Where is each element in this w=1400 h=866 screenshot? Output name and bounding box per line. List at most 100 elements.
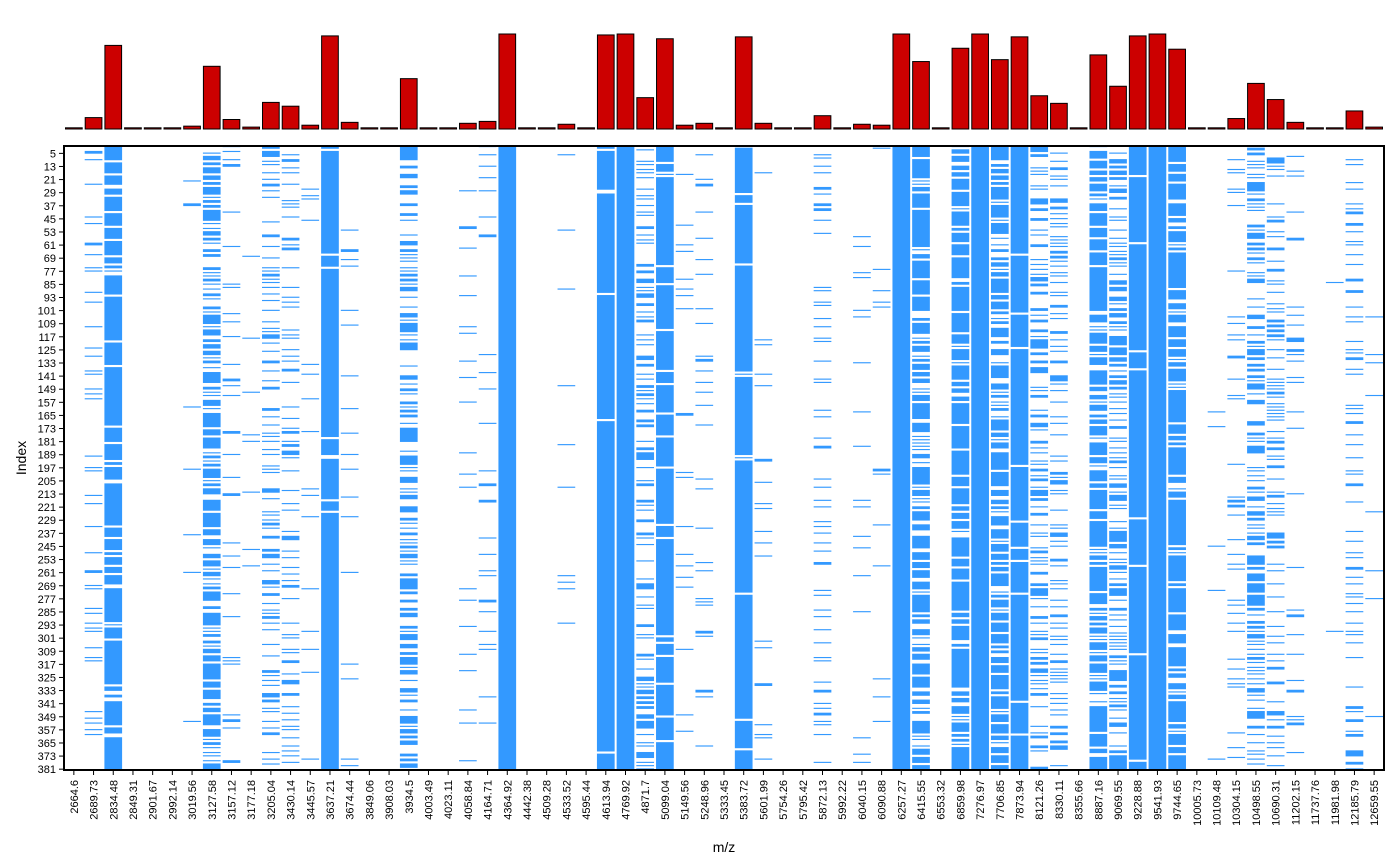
frequency-bar-10498.55	[1247, 82, 1265, 130]
x-tick-label-3637.21: 3637.21	[325, 780, 337, 820]
frequency-bar-2849.31	[124, 127, 142, 130]
frequency-bar-3205.04	[262, 101, 280, 130]
x-tick-label-4595.44: 4595.44	[581, 780, 593, 820]
y-tick-label-141: 141	[38, 371, 56, 383]
x-tick-label-6090.88: 6090.88	[877, 780, 889, 820]
frequency-bar-8330.11	[1050, 102, 1068, 130]
frequency-bar-6257.27	[892, 33, 911, 130]
y-tick-label-45: 45	[44, 214, 56, 226]
frequency-bar-5992.22	[833, 127, 852, 130]
y-tick-label-333: 333	[38, 686, 56, 698]
frequency-bar-5601.99	[754, 122, 773, 130]
heatmap-column-3177.18	[242, 255, 261, 567]
heatmap-column-4871.7	[636, 149, 655, 770]
frequency-bar-12185.79	[1345, 110, 1364, 130]
x-tick-label-3205.04: 3205.04	[266, 780, 278, 820]
x-tick-label-10690.31: 10690.31	[1271, 780, 1283, 826]
frequency-bar-4164.71	[478, 120, 497, 130]
frequency-bar-9069.55	[1109, 85, 1127, 130]
frequency-bar-3019.56	[183, 125, 201, 130]
heatmap-column-10109.48	[1207, 411, 1226, 760]
y-tick-label-125: 125	[38, 345, 56, 357]
frequency-bar-4613.94	[596, 34, 615, 130]
y-tick-label-349: 349	[38, 712, 56, 724]
x-tick-label-3445.57: 3445.57	[305, 780, 317, 820]
y-tick-label-269: 269	[38, 581, 56, 593]
y-tick-label-133: 133	[38, 358, 56, 370]
frequency-bar-5754.26	[774, 127, 792, 130]
x-tick-label-2664.6: 2664.6	[69, 780, 81, 814]
frequency-bar-10304.15	[1227, 118, 1246, 130]
heatmap-column-6257.27	[892, 146, 911, 770]
frequency-bar-5149.56	[675, 124, 694, 130]
y-tick-label-5: 5	[50, 148, 56, 160]
y-tick-label-381: 381	[38, 764, 56, 776]
frequency-bar-5872.13	[813, 115, 832, 130]
y-tick-label-373: 373	[38, 751, 56, 763]
heatmap-column-3127.58	[202, 152, 221, 770]
y-tick-label-253: 253	[38, 555, 56, 567]
frequency-bar-5333.45	[715, 127, 733, 130]
y-tick-label-285: 285	[38, 607, 56, 619]
y-tick-label-165: 165	[38, 410, 56, 422]
frequency-bar-3177.18	[242, 126, 261, 130]
x-tick-label-5795.42: 5795.42	[798, 780, 810, 820]
frequency-bar-5795.42	[793, 127, 812, 130]
heatmap-column-11202.15	[1286, 155, 1305, 754]
x-tick-label-4871.7: 4871.7	[640, 780, 652, 814]
y-tick-label-85: 85	[44, 279, 56, 291]
frequency-bar-3908.03	[380, 127, 398, 130]
x-tick-label-3908.03: 3908.03	[384, 780, 396, 820]
y-tick-label-157: 157	[38, 397, 56, 409]
frequency-bar-5099.04	[656, 38, 674, 130]
x-tick-label-4769.92: 4769.92	[620, 780, 632, 820]
frequency-bar-6415.55	[912, 61, 930, 130]
x-tick-label-4613.94: 4613.94	[601, 780, 613, 820]
heatmap-column-9069.55	[1109, 152, 1127, 770]
heatmap-column-3934.5	[399, 146, 418, 768]
frequency-bar-4871.7	[636, 97, 655, 130]
frequency-bar-6090.88	[872, 124, 891, 130]
frequency-bar-3934.5	[399, 78, 418, 130]
x-tick-label-5248.96: 5248.96	[699, 780, 711, 820]
frequency-bar-2834.48	[104, 44, 123, 130]
frequency-bar-3157.12	[222, 119, 241, 130]
index-axis: 5132129374553616977859310110911712513314…	[38, 148, 64, 776]
heatmap-column-3430.14	[281, 154, 300, 763]
x-tick-label-11737.76: 11737.76	[1310, 780, 1322, 825]
heatmap-column-4058.84	[459, 190, 477, 762]
heatmap-column-2834.48	[104, 146, 123, 770]
heatmap-column-3674.44	[340, 229, 359, 767]
y-tick-label-325: 325	[38, 672, 56, 684]
x-tick-label-5992.22: 5992.22	[837, 780, 849, 820]
x-tick-label-9069.55: 9069.55	[1113, 780, 1125, 820]
x-tick-label-9228.88: 9228.88	[1133, 780, 1145, 820]
heatmap-column-10690.31	[1266, 157, 1285, 767]
x-tick-label-6553.32: 6553.32	[936, 780, 948, 820]
frequency-bar-5248.96	[695, 122, 714, 130]
heatmap-column-8330.11	[1050, 152, 1068, 767]
frequency-bar-4595.44	[577, 127, 595, 130]
frequency-bar-7706.85	[990, 59, 1009, 130]
x-tick-label-3430.14: 3430.14	[286, 780, 298, 820]
x-tick-label-11202.15: 11202.15	[1290, 780, 1302, 825]
heatmap-column-6415.55	[912, 146, 930, 770]
y-tick-label-317: 317	[38, 659, 56, 671]
y-tick-label-309: 309	[38, 646, 56, 658]
frequency-bar-9541.93	[1148, 33, 1167, 130]
y-tick-label-205: 205	[38, 476, 56, 488]
x-tick-label-5872.13: 5872.13	[818, 780, 830, 820]
heatmap-column-6090.88	[872, 147, 891, 723]
frequency-bar-8355.66	[1069, 127, 1088, 130]
frequency-bar-2689.73	[84, 117, 103, 130]
x-tick-label-3177.18: 3177.18	[246, 780, 258, 820]
frequency-bar-3674.44	[340, 121, 359, 130]
frequency-bar-2992.14	[163, 127, 182, 130]
heatmap-column-12185.79	[1345, 159, 1364, 770]
heatmap-frame	[63, 145, 1385, 771]
x-tick-label-8121.26: 8121.26	[1034, 780, 1046, 820]
x-tick-label-3674.44: 3674.44	[345, 780, 357, 820]
frequency-bar-5383.72	[734, 36, 753, 130]
heatmap-column-12659.55	[1365, 316, 1383, 718]
frequency-bar-2664.6	[65, 127, 83, 130]
